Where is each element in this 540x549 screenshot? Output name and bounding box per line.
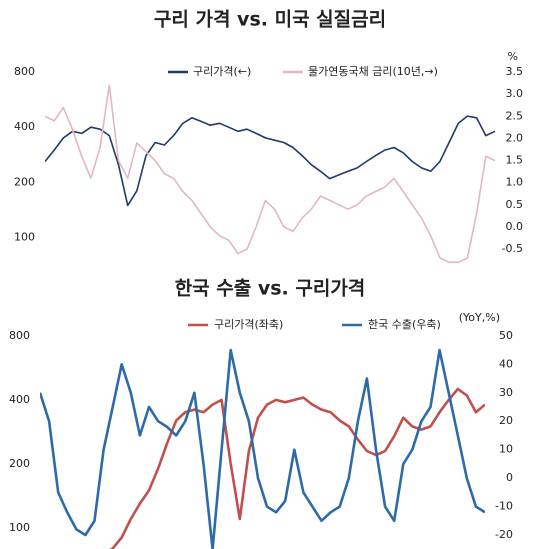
y-tick-label: 800 xyxy=(9,329,30,342)
y2-tick-label: 50 xyxy=(499,329,513,342)
y2-tick-label: 2.0 xyxy=(506,131,524,144)
y2-tick-label: -20 xyxy=(495,528,513,541)
y-tick-label: 100 xyxy=(9,521,30,534)
chart-title: 한국 수출 vs. 구리가격 xyxy=(175,278,366,300)
y2-tick-label: 0.0 xyxy=(506,220,524,233)
y2-tick-label: 0.5 xyxy=(506,198,524,211)
y2-tick-label: 3.5 xyxy=(506,65,524,78)
y-tick-label: 400 xyxy=(14,120,35,133)
y2-tick-label: 20 xyxy=(499,414,513,427)
y2-tick-label: 1.5 xyxy=(506,154,524,167)
series-line xyxy=(45,84,495,264)
y2-tick-label: 2.5 xyxy=(506,109,524,122)
series-line xyxy=(109,387,485,549)
legend-label: 물가연동국채 금리(10년,→) xyxy=(308,65,438,78)
y-tick-label: 200 xyxy=(9,457,30,470)
series-line xyxy=(40,348,485,549)
legend-label: 구리가격(좌축) xyxy=(214,318,283,331)
chart-title: 구리 가격 vs. 미국 실질금리 xyxy=(154,9,386,31)
y2-tick-label: 0 xyxy=(506,471,513,484)
y-tick-label: 200 xyxy=(14,175,35,188)
y2-tick-label: 3.0 xyxy=(506,87,524,100)
y2-tick-label: 30 xyxy=(499,386,513,399)
y2-tick-label: 1.0 xyxy=(506,176,524,189)
series-line xyxy=(45,115,495,207)
y2-tick-label: -0.5 xyxy=(502,242,523,255)
y2-tick-label: -10 xyxy=(495,500,513,513)
y-tick-label: 400 xyxy=(9,393,30,406)
y2-tick-label: 10 xyxy=(499,443,513,456)
legend-label: 구리가격(←) xyxy=(193,65,251,78)
y2-axis-label: % xyxy=(508,50,518,63)
y-tick-label: 800 xyxy=(14,65,35,78)
y2-axis-label: (YoY,%) xyxy=(459,311,500,324)
legend-label: 한국 수출(우축) xyxy=(368,318,441,331)
y-tick-label: 100 xyxy=(14,231,35,244)
y2-tick-label: 40 xyxy=(499,357,513,370)
